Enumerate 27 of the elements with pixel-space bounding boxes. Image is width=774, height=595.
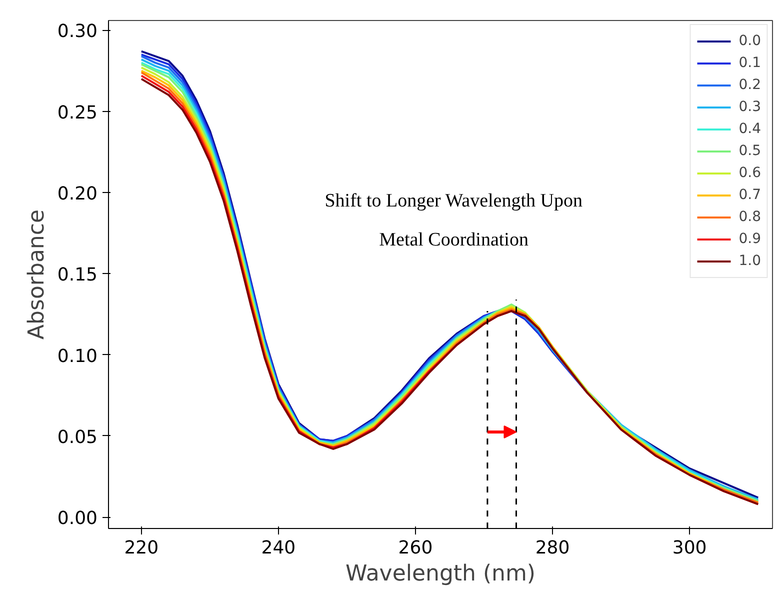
y-tick-label: 0.25 (57, 102, 98, 124)
legend-label: 0.2 (738, 77, 761, 93)
x-axis-title: Wavelength (nm) (345, 562, 536, 586)
y-tick-label: 0.10 (57, 346, 98, 367)
y-tick-label: 0.05 (57, 426, 98, 448)
legend-label: 1.0 (738, 253, 761, 269)
legend-label: 0.5 (738, 143, 761, 159)
x-tick-label: 300 (672, 538, 707, 558)
y-tick-label: 0.30 (57, 21, 98, 42)
y-tick-label: 0.20 (57, 184, 98, 205)
legend-label: 0.9 (738, 231, 761, 247)
x-tick-label: 260 (398, 538, 433, 558)
legend-label: 0.1 (738, 55, 761, 71)
legend-label: 0.6 (738, 165, 761, 181)
legend-label: 0.4 (738, 121, 761, 137)
x-tick-label: 240 (261, 538, 296, 558)
y-tick-label: 0.15 (57, 264, 98, 286)
y-axis-title: Absorbance (24, 209, 50, 340)
legend-label: 0.7 (738, 187, 761, 203)
y-tick-label: 0.00 (57, 508, 98, 530)
legend-label: 0.0 (738, 33, 761, 49)
legend-label: 0.8 (738, 209, 761, 225)
annotation: Shift to Longer Wavelength Upon (324, 190, 583, 212)
x-tick-label: 280 (535, 538, 570, 558)
x-tick-label: 220 (124, 538, 159, 558)
annotation: Metal Coordination (379, 229, 529, 250)
legend-label: 0.3 (738, 99, 761, 115)
